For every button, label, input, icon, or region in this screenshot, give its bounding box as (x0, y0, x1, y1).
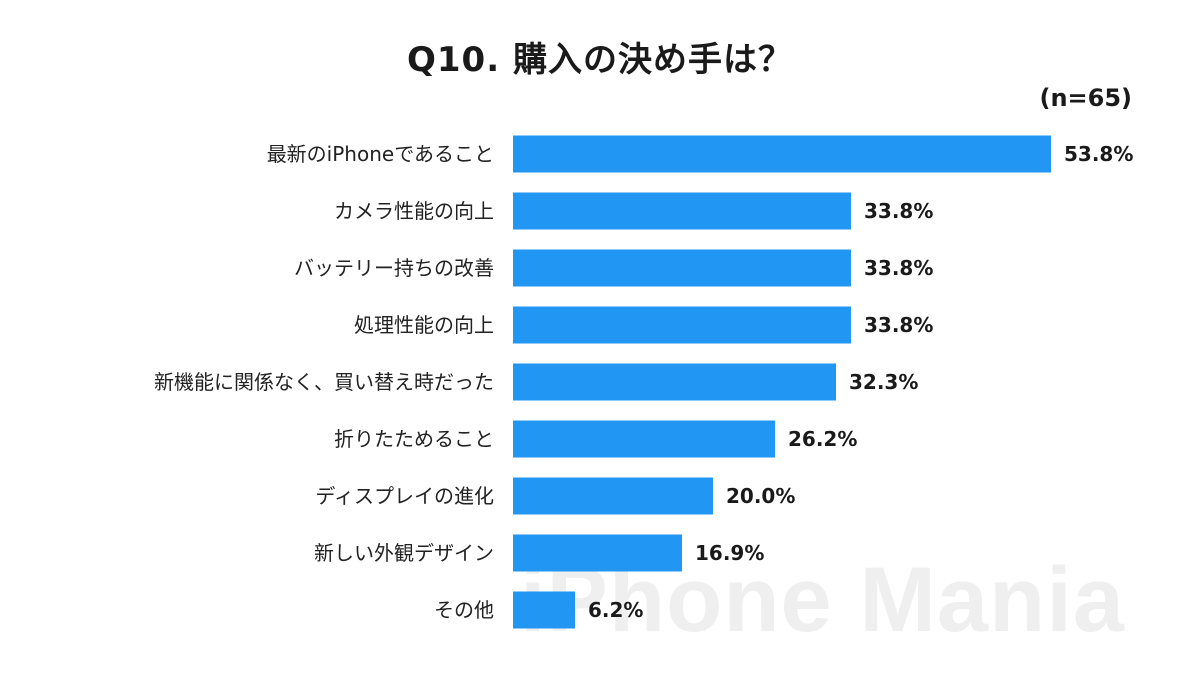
value-label: 32.3% (849, 370, 918, 394)
bars-group (513, 135, 1051, 629)
value-label: 33.8% (864, 256, 933, 280)
value-labels-group: 53.8% 33.8% 33.8% 33.8% 32.3% 26.2% 20.0% 16.9%… (588, 142, 1133, 622)
value-label: 6.2% (588, 598, 643, 622)
bar-8 (513, 534, 682, 572)
sample-size-label: (n=65) (1039, 84, 1132, 112)
category-label: ディスプレイの進化 (315, 484, 494, 508)
bar-7 (513, 477, 713, 515)
bar-9 (513, 591, 575, 629)
category-label: 新しい外観デザイン (314, 541, 494, 565)
category-label: 処理性能の向上 (354, 313, 494, 337)
bar-2 (513, 192, 851, 230)
category-label: 折りたためること (334, 427, 494, 451)
category-label: その他 (434, 598, 494, 622)
category-label: 最新のiPhoneであること (267, 142, 494, 166)
value-label: 16.9% (695, 541, 764, 565)
value-label: 20.0% (726, 484, 795, 508)
chart-title: Q10. 購入の決め手は？ (407, 40, 793, 80)
bar-5 (513, 363, 836, 401)
value-label: 26.2% (788, 427, 857, 451)
bar-4 (513, 306, 851, 344)
bar-6 (513, 420, 775, 458)
category-label: バッテリー持ちの改善 (294, 256, 494, 280)
value-label: 33.8% (864, 313, 933, 337)
bar-3 (513, 249, 851, 287)
bar-1 (513, 135, 1051, 173)
category-labels-group: 最新のiPhoneであることカメラ性能の向上バッテリー持ちの改善処理性能の向上新… (154, 142, 494, 622)
value-label: 53.8% (1064, 142, 1133, 166)
category-label: 新機能に関係なく、買い替え時だった (154, 370, 494, 394)
category-label: カメラ性能の向上 (334, 199, 494, 223)
value-label: 33.8% (864, 199, 933, 223)
